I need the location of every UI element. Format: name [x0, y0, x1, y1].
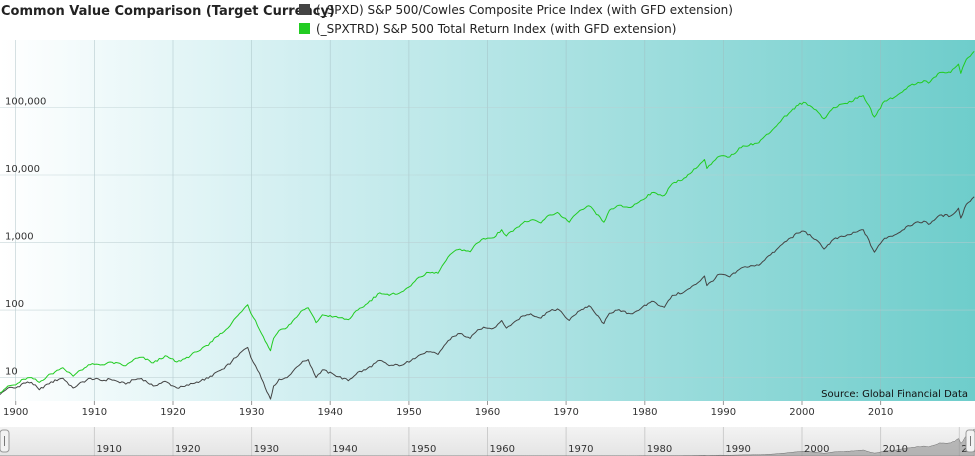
chart-title: Common Value Comparison (Target Currency…: [1, 4, 335, 19]
navigator-tick-label: 2010: [883, 444, 908, 455]
navigator-tick-label: 1930: [254, 444, 279, 455]
x-tick-label: 1990: [711, 407, 736, 418]
navigator-tick-label: 1960: [490, 444, 515, 455]
navigator-tick-label: 1970: [568, 444, 593, 455]
legend-swatch-total-return[interactable]: [299, 23, 310, 34]
y-axis: 10 100 1,000 10,000 100,000: [5, 97, 46, 378]
vertical-gridlines: [15, 40, 881, 401]
x-axis: 1900 1910 1920 1930 1940 1950 1960 1970 1980 1990…: [3, 401, 893, 418]
legend-swatch-price-index[interactable]: [299, 4, 310, 15]
navigator-tick-label: 1910: [96, 444, 121, 455]
horizontal-gridlines: [0, 107, 975, 378]
x-tick-label: 1950: [396, 407, 421, 418]
series-line[interactable]: [0, 196, 975, 400]
navigator-tick-label: 1990: [725, 444, 750, 455]
x-tick-label: 2000: [789, 407, 814, 418]
navigator-series-area: [0, 428, 975, 456]
x-tick-label: 1910: [82, 407, 107, 418]
legend-label-total-return[interactable]: (_SPXTRD) S&P 500 Total Return Index (wi…: [316, 22, 676, 36]
x-tick-label: 1920: [160, 407, 185, 418]
y-tick-label: 100,000: [5, 97, 46, 108]
navigator[interactable]: 1910 1920 1930 1940 1950 1960 1970 1980 1990 2000…: [0, 427, 975, 456]
plot-area: 10 100 1,000 10,000 100,000 Source: Global F…: [0, 40, 975, 401]
y-tick-label: 10,000: [5, 164, 40, 175]
x-tick-label: 2010: [868, 407, 893, 418]
chart-header: Common Value Comparison (Target Currency…: [1, 3, 733, 36]
source-label: Source: Global Financial Data: [821, 389, 968, 400]
navigator-tick-label: 1980: [647, 444, 672, 455]
series-line[interactable]: [0, 50, 975, 394]
y-tick-label: 1,000: [5, 232, 34, 243]
x-tick-label: 1980: [632, 407, 657, 418]
series-lines: [0, 50, 975, 400]
legend-label-price-index[interactable]: (_SPXD) S&P 500/Cowles Composite Price I…: [316, 3, 733, 17]
x-tick-label: 1960: [475, 407, 500, 418]
y-tick-label: 10: [5, 367, 18, 378]
navigator-tick-label: 2000: [804, 444, 829, 455]
navigator-tick-label: 1950: [411, 444, 436, 455]
navigator-tick-labels: 1910 1920 1930 1940 1950 1960 1970 1980 1990 2000…: [96, 444, 975, 455]
y-tick-label: 100: [5, 299, 24, 310]
navigator-tick-label: 1940: [332, 444, 357, 455]
x-tick-label: 1900: [3, 407, 28, 418]
x-tick-label: 1940: [317, 407, 342, 418]
x-tick-label: 1930: [239, 407, 264, 418]
navigator-tick-label: 1920: [175, 444, 200, 455]
x-tick-label: 1970: [553, 407, 578, 418]
